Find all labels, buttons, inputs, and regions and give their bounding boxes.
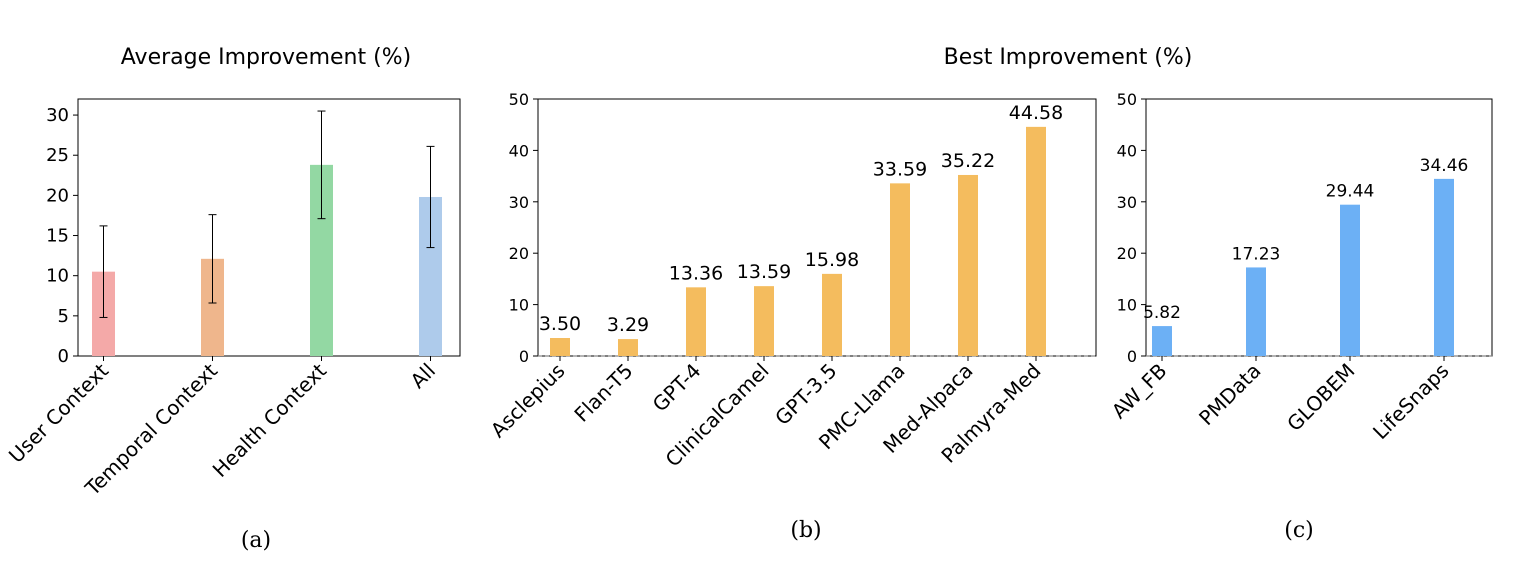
chart-c-caption: (c) (1284, 518, 1314, 543)
bar (1026, 126, 1046, 357)
bar (1152, 326, 1172, 356)
bar (1434, 178, 1454, 356)
chart-a-caption: (a) (241, 528, 271, 553)
data-label: 33.59 (873, 158, 927, 180)
y-tick-label: 40 (509, 141, 529, 160)
data-label: 3.50 (539, 313, 581, 335)
data-label: 5.82 (1143, 303, 1181, 323)
plot-frame (1145, 98, 1493, 357)
plot-frame (77, 98, 461, 357)
data-label: 17.23 (1232, 244, 1281, 264)
data-label: 3.29 (607, 314, 649, 336)
y-tick-label: 5 (58, 306, 69, 327)
bar (419, 196, 442, 356)
y-tick-label: 30 (509, 193, 529, 212)
y-tick-label: 10 (1117, 296, 1137, 315)
bar (1246, 267, 1266, 356)
bar (201, 258, 224, 356)
y-tick-label: 20 (509, 244, 529, 263)
bar (550, 338, 570, 356)
y-tick-label: 20 (1117, 244, 1137, 263)
plot-frame (537, 98, 1097, 357)
x-tick-label: LifeSnaps (1368, 359, 1453, 444)
y-tick-label: 20 (46, 185, 69, 206)
y-tick-label: 30 (46, 105, 69, 126)
bar (618, 339, 638, 356)
x-tick-label: All (406, 359, 441, 394)
chart-a-title: Average Improvement (%) (121, 45, 411, 70)
bar (822, 273, 842, 356)
data-label: 15.98 (805, 249, 859, 271)
x-tick-label: Flan-T5 (569, 359, 637, 427)
bar (754, 286, 774, 356)
y-tick-label: 30 (1117, 193, 1137, 212)
y-tick-label: 50 (509, 90, 529, 109)
bar (1340, 204, 1360, 356)
chart-b-caption: (b) (790, 518, 821, 543)
y-tick-label: 0 (1127, 347, 1137, 366)
x-tick-label: PMData (1194, 359, 1265, 430)
y-tick-label: 0 (519, 347, 529, 366)
y-tick-label: 0 (58, 346, 69, 367)
y-tick-label: 10 (509, 296, 529, 315)
x-tick-label: GPT-4 (648, 359, 706, 417)
y-tick-label: 25 (46, 145, 69, 166)
chart-b: 0 10 20 30 40 50 Asclepius 3.50 Flan-T5 3.29 GPT-4… (486, 90, 1097, 471)
x-tick-label: User Context (4, 358, 113, 467)
data-label: 29.44 (1326, 182, 1375, 202)
data-label: 34.46 (1420, 156, 1469, 176)
x-tick-label: AW_FB (1107, 359, 1172, 424)
chart-c: 0 10 20 30 40 50 AW_FB 5.82 PMData 17.23 GLOBEM 29.… (1107, 90, 1493, 444)
y-tick-label: 10 (46, 266, 69, 287)
x-tick-label: Asclepius (486, 359, 570, 443)
y-tick-label: 15 (46, 226, 69, 247)
bar (890, 183, 910, 356)
y-tick-label: 50 (1117, 90, 1137, 109)
x-tick-label: GLOBEM (1282, 359, 1359, 436)
y-tick-label: 40 (1117, 141, 1137, 160)
data-label: 13.59 (737, 261, 791, 283)
data-label: 44.58 (1009, 102, 1063, 124)
shared-title: Best Improvement (%) (944, 45, 1193, 70)
bar (958, 174, 978, 356)
x-tick-label: Health Context (208, 358, 331, 481)
bar (310, 164, 333, 356)
data-label: 13.36 (669, 262, 723, 284)
data-label: 35.22 (941, 150, 995, 172)
bar (686, 287, 706, 356)
